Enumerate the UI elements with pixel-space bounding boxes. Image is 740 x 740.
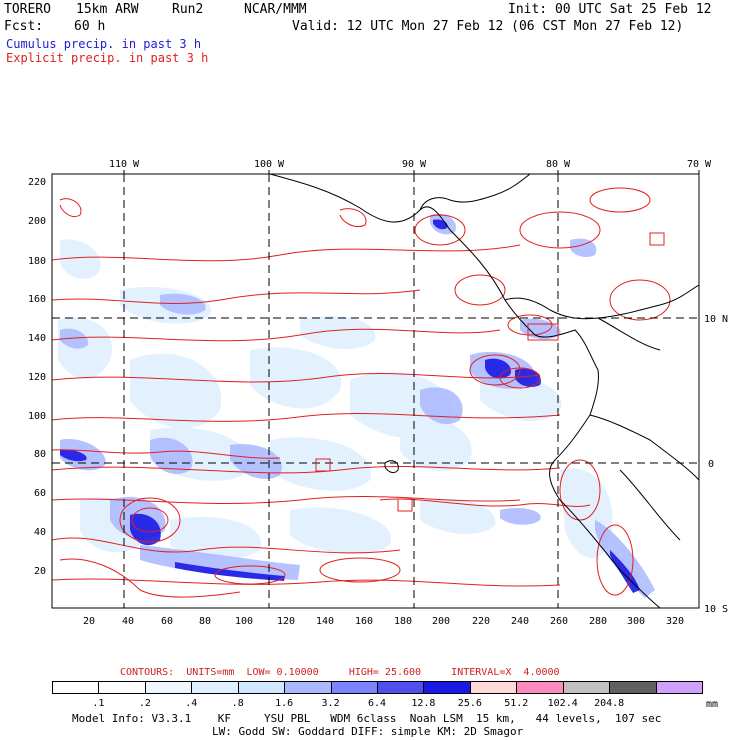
x-tick-140: 140 — [316, 616, 334, 627]
colorbar-swatch — [423, 681, 471, 694]
colorbar-swatch — [144, 681, 193, 694]
colorbar-label: .8 — [231, 698, 244, 709]
contours-low: LOW= 0.10000 — [246, 667, 319, 678]
contours-interval: INTERVAL=X 4.0000 — [451, 667, 560, 678]
colorbar-swatch — [237, 681, 286, 694]
y-tick-100: 100 — [28, 411, 46, 422]
x-tick-160: 160 — [355, 616, 373, 627]
model-resolution: 15km ARW — [76, 2, 139, 17]
model-name: TORERO — [4, 2, 51, 17]
colorbar-swatch — [469, 681, 518, 694]
lat-lon-grid — [52, 174, 699, 608]
colorbar-label: 1.6 — [275, 698, 294, 709]
model-info-line2: LW: Godd SW: Goddard DIFF: simple KM: 2D… — [212, 725, 524, 738]
colorbar-swatch — [377, 681, 425, 694]
colorbar-swatch — [191, 681, 239, 694]
x-tick-120: 120 — [277, 616, 295, 627]
x-tick-280: 280 — [589, 616, 607, 627]
colorbar-label: 12.8 — [411, 698, 436, 709]
lon-label-100w: 100 W — [254, 159, 285, 170]
x-tick-60: 60 — [161, 616, 173, 627]
lat-label-0: 0 — [708, 459, 714, 470]
y-tick-180: 180 — [28, 256, 46, 267]
x-tick-260: 260 — [550, 616, 568, 627]
colorbar-swatch — [98, 681, 146, 694]
y-tick-140: 140 — [28, 333, 46, 344]
x-tick-200: 200 — [432, 616, 450, 627]
x-tick-220: 220 — [472, 616, 490, 627]
y-tick-200: 200 — [28, 216, 46, 227]
map-frame — [51, 173, 700, 609]
cumulus-precip-label: Cumulus precip. in past 3 h — [6, 37, 202, 51]
lon-label-80w: 80 W — [546, 159, 571, 170]
y-tick-160: 160 — [28, 294, 46, 305]
lat-label-10s: 10 S — [704, 604, 728, 615]
run-label: Run2 — [172, 2, 204, 17]
y-tick-60: 60 — [34, 488, 46, 499]
colorbar-label: 51.2 — [504, 698, 529, 709]
model-info-line1: Model Info: V3.3.1 KF YSU PBL WDM 6class… — [72, 712, 662, 725]
colorbar-swatch — [330, 681, 378, 694]
x-tick-300: 300 — [627, 616, 645, 627]
contours-units: UNITS=mm — [186, 667, 235, 678]
y-tick-80: 80 — [34, 449, 46, 460]
explicit-precip-label: Explicit precip. in past 3 h — [6, 51, 209, 65]
contours-high: HIGH= 25.600 — [348, 667, 422, 678]
lon-label-90w: 90 W — [402, 159, 427, 170]
x-tick-80: 80 — [199, 616, 211, 627]
y-tick-220: 220 — [28, 177, 46, 188]
colorbar-label: .4 — [185, 698, 198, 709]
colorbar-label: .1 — [92, 698, 105, 709]
colorbar-label: .2 — [138, 698, 151, 709]
y-tick-120: 120 — [28, 372, 46, 383]
colorbar-swatch — [516, 681, 564, 694]
x-tick-320: 320 — [666, 616, 684, 627]
top-ticks — [123, 170, 700, 174]
org-label: NCAR/MMM — [244, 2, 307, 17]
x-tick-20: 20 — [83, 616, 95, 627]
colorbar-swatch — [562, 681, 611, 694]
colorbar-unit: mm — [706, 699, 719, 710]
colorbar-label: 25.6 — [457, 698, 482, 709]
colorbar-label: 204.8 — [594, 698, 625, 709]
colorbar-swatch — [52, 681, 100, 694]
contours-info: CONTOURS: UNITS=mm LOW= 0.10000 HIGH= 25… — [120, 667, 560, 678]
y-tick-40: 40 — [34, 527, 46, 538]
x-tick-180: 180 — [394, 616, 412, 627]
colorbar-swatch — [284, 681, 332, 694]
lat-label-10n: 10 N — [704, 314, 728, 325]
x-tick-40: 40 — [122, 616, 134, 627]
fcst-value: 60 h — [74, 19, 106, 34]
colorbar-swatch — [655, 681, 703, 694]
x-tick-240: 240 — [511, 616, 529, 627]
init-time: Init: 00 UTC Sat 25 Feb 12 — [508, 2, 712, 17]
colorbar-label: 3.2 — [321, 698, 340, 709]
x-tick-100: 100 — [235, 616, 253, 627]
contours-label: CONTOURS: — [120, 667, 175, 678]
colorbar-label: 6.4 — [367, 698, 387, 709]
y-tick-20: 20 — [34, 566, 46, 577]
lon-label-70w: 70 W — [687, 159, 712, 170]
lon-label-110w: 110 W — [109, 159, 140, 170]
explicit-precip-contours — [52, 187, 671, 598]
colorbar-swatch — [609, 681, 657, 694]
valid-time: Valid: 12 UTC Mon 27 Feb 12 (06 CST Mon … — [292, 19, 684, 34]
fcst-label: Fcst: — [4, 19, 44, 34]
light-precip-shading — [58, 239, 613, 560]
station-markers — [315, 232, 665, 512]
colorbar-label: 102.4 — [547, 698, 578, 709]
